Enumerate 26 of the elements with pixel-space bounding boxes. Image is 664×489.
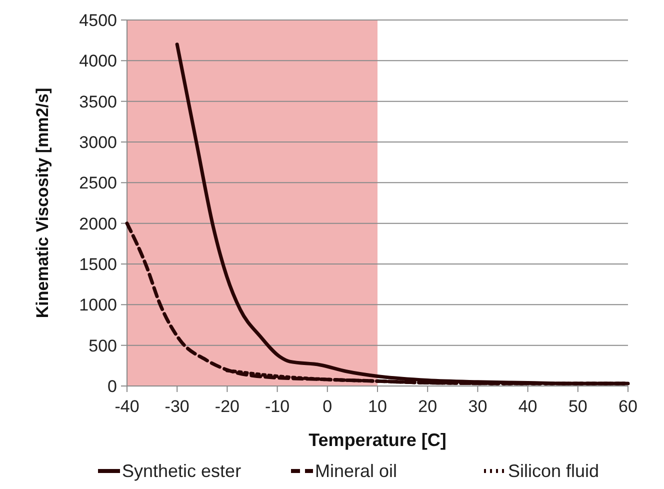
y-tick-label: 1000 [79, 296, 117, 315]
y-tick-label: 1500 [79, 254, 117, 274]
x-tick-label: -20 [214, 397, 240, 416]
y-tick-label: 2500 [79, 174, 117, 193]
y-tick-label: 2000 [79, 214, 117, 234]
x-tick-label: 10 [368, 397, 387, 416]
y-tick-label: 0 [108, 376, 117, 396]
x-tick-label: 60 [618, 397, 638, 416]
y-axis-title: Kinematic Viscosity [mm2/s] [33, 88, 52, 318]
x-tick-label: 0 [322, 397, 332, 416]
x-tick-label: -30 [164, 397, 190, 416]
legend-label: Synthetic ester [122, 461, 242, 481]
y-tick-label: 3500 [79, 92, 117, 112]
x-tick-label: 40 [518, 397, 538, 416]
legend-label: Mineral oil [315, 461, 398, 481]
x-tick-label: -10 [265, 397, 290, 416]
y-tick-label: 3000 [79, 132, 117, 152]
x-tick-label: 50 [568, 397, 588, 416]
x-axis-title: Temperature [C] [308, 430, 446, 450]
x-tick-label: 20 [418, 397, 438, 416]
x-tick-label: -40 [114, 397, 140, 416]
legend-label: Silicon fluid [508, 461, 600, 481]
y-tick-label: 500 [88, 336, 117, 356]
y-tick-label: 4500 [79, 10, 117, 30]
y-tick-label: 4000 [79, 52, 117, 71]
x-tick-label: 30 [468, 397, 488, 416]
